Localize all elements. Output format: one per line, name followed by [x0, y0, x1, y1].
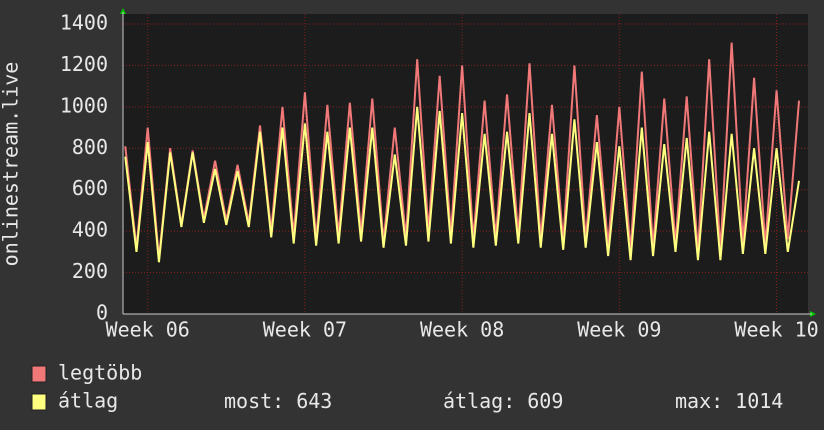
- legend-swatch: [31, 393, 47, 411]
- series-line: [124, 42, 801, 259]
- legend-swatch: [31, 365, 47, 383]
- stat-label: átlag:: [443, 389, 515, 413]
- x-tick-label: Week 10: [734, 318, 818, 342]
- y-tick-label: 600: [72, 176, 108, 200]
- series-line: [124, 106, 801, 263]
- stat-value: 1014: [735, 389, 783, 413]
- y-axis-label: onlinestream.live: [0, 62, 23, 267]
- stat: most: 643: [224, 389, 332, 413]
- y-tick-label: 0: [96, 301, 108, 325]
- stat: max: 1014: [675, 389, 783, 413]
- y-tick-label: 1000: [60, 93, 108, 117]
- stat-label: most:: [224, 389, 284, 413]
- y-tick-label: 1200: [60, 52, 108, 76]
- x-tick-label: Week 06: [106, 318, 190, 342]
- x-tick-label: Week 09: [577, 318, 661, 342]
- y-tick-label: 800: [72, 135, 108, 159]
- y-tick-label: 400: [72, 218, 108, 242]
- axis-arrow: [810, 311, 816, 317]
- x-tick-label: Week 07: [263, 318, 347, 342]
- y-tick-label: 1400: [60, 11, 108, 35]
- x-tick-label: Week 08: [420, 318, 504, 342]
- stat-label: max:: [675, 389, 723, 413]
- stat-value: 609: [527, 389, 563, 413]
- y-tick-label: 200: [72, 259, 108, 283]
- legend-label: átlag: [58, 389, 118, 413]
- stat-value: 643: [296, 389, 332, 413]
- axis-arrow: [120, 8, 126, 14]
- legend-label: legtöbb: [58, 361, 142, 385]
- stat: átlag: 609: [443, 389, 563, 413]
